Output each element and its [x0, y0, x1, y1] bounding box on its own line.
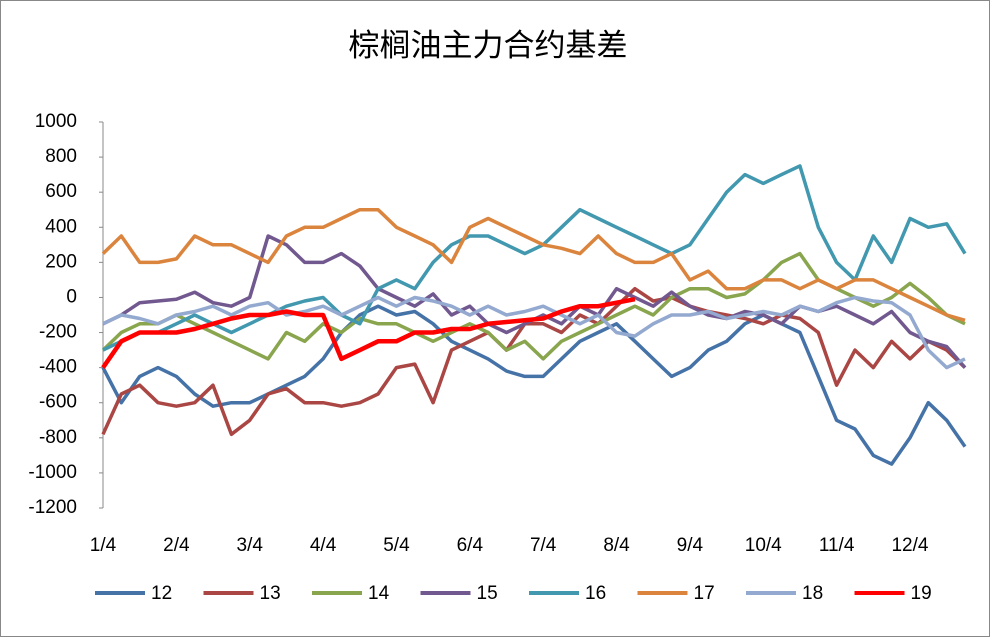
- y-tick-label: 800: [45, 146, 77, 167]
- legend-label: 14: [368, 583, 390, 604]
- x-tick-label: 11/4: [819, 535, 855, 556]
- series-line: [101, 304, 967, 466]
- legend-label: 15: [477, 583, 498, 604]
- x-tick-label: 7/4: [530, 535, 557, 556]
- x-tick-label: 4/4: [310, 535, 337, 556]
- series-line: [101, 207, 966, 322]
- y-tick-label: 1000: [35, 111, 77, 132]
- legend-label: 12: [151, 583, 172, 604]
- series-line: [102, 164, 967, 352]
- series-line: [102, 295, 966, 370]
- x-tick-label: 9/4: [677, 535, 704, 556]
- y-tick-label: -1000: [28, 462, 77, 483]
- chart-title: 棕榈油主力合约基差: [349, 28, 628, 63]
- y-tick-label: -600: [39, 392, 77, 413]
- legend-label: 18: [802, 583, 823, 604]
- series-line: [101, 286, 967, 437]
- legend-label: 17: [694, 583, 715, 604]
- y-tick-label: -200: [39, 322, 77, 343]
- legend-label: 19: [911, 583, 932, 604]
- x-tick-label: 5/4: [383, 535, 410, 556]
- x-tick-label: 2/4: [163, 535, 190, 556]
- y-tick-label: 200: [45, 251, 77, 272]
- x-tick-label: 8/4: [603, 535, 630, 556]
- y-tick-label: 600: [45, 181, 77, 202]
- y-tick-label: -1200: [28, 497, 77, 518]
- x-tick-label: 12/4: [891, 535, 928, 556]
- y-tick-label: -400: [39, 357, 77, 378]
- x-tick-label: 1/4: [90, 535, 117, 556]
- y-tick-label: 400: [45, 216, 77, 237]
- y-tick-label: 0: [66, 286, 77, 307]
- x-tick-label: 3/4: [237, 535, 264, 556]
- x-tick-label: 10/4: [745, 535, 782, 556]
- legend-label: 13: [260, 583, 281, 604]
- series-line: [101, 296, 636, 369]
- legend-label: 16: [585, 583, 606, 604]
- y-tick-label: -800: [39, 427, 77, 448]
- x-tick-label: 6/4: [457, 535, 484, 556]
